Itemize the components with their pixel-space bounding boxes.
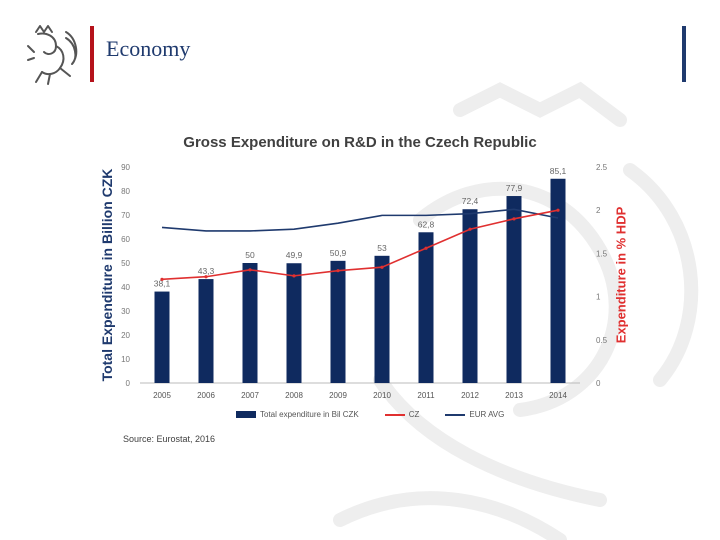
cz-point (380, 265, 384, 269)
y-axis-label-left: Total Expenditure in Billion CZK (99, 168, 115, 382)
x-tick-label: 2007 (241, 391, 259, 400)
bar-value-label: 77,9 (506, 183, 523, 193)
legend-swatch-total (236, 411, 256, 418)
chart-title: Gross Expenditure on R&D in the Czech Re… (183, 134, 537, 151)
x-tick-label: 2006 (197, 391, 215, 400)
legend-item-total: Total expenditure in Bil CZK (236, 410, 359, 419)
y-tick-label-left: 70 (121, 211, 130, 220)
y-tick-label-left: 40 (121, 283, 130, 292)
bar-value-label: 50,9 (330, 248, 347, 258)
bar-value-label: 50 (245, 250, 255, 260)
y-tick-label-right: 0 (596, 379, 601, 388)
x-tick-label: 2009 (329, 391, 347, 400)
bar-value-label: 49,9 (286, 250, 303, 260)
y-tick-label-left: 30 (121, 307, 130, 316)
bar-value-label: 43,3 (198, 266, 215, 276)
legend-item-cz: CZ (384, 410, 420, 419)
y-tick-label-left: 10 (121, 355, 130, 364)
bar-2013 (506, 196, 522, 383)
bar-value-label: 72,4 (462, 196, 479, 206)
cz-point (336, 269, 340, 273)
eur-avg-line (161, 208, 559, 232)
chart-legend: Total expenditure in Bil CZK CZ EUR AVG (236, 410, 530, 419)
legend-swatch-cz (384, 413, 405, 416)
y-tick-label-left: 0 (126, 379, 131, 388)
title-rule-left (90, 26, 94, 82)
y-tick-label-right: 2.5 (596, 163, 608, 172)
cz-point (512, 217, 516, 221)
y-tick-label-left: 20 (121, 331, 130, 340)
bar-2007 (242, 263, 258, 383)
y-tick-label-right: 1 (596, 293, 601, 302)
cz-point (248, 268, 252, 272)
cz-point (468, 227, 472, 231)
bar-2006 (198, 279, 214, 383)
bar-value-label: 62,8 (418, 219, 435, 229)
bar-2009 (330, 260, 346, 383)
cz-point (424, 246, 428, 250)
y-tick-label-left: 50 (121, 259, 130, 268)
cz-point (160, 277, 164, 281)
legend-label-total: Total expenditure in Bil CZK (260, 410, 359, 419)
x-tick-label: 2008 (285, 391, 303, 400)
y-axis-label-right: Expenditure in % HDP (613, 206, 629, 344)
y-tick-label-left: 80 (121, 187, 130, 196)
legend-label-eur: EUR AVG (469, 410, 505, 419)
slide-title: Economy (106, 36, 191, 61)
x-tick-label: 2014 (549, 391, 567, 400)
y-tick-label-right: 2 (596, 206, 601, 215)
y-tick-label-left: 60 (121, 235, 130, 244)
cz-point (204, 275, 208, 279)
x-tick-label: 2013 (505, 391, 523, 400)
x-tick-label: 2010 (373, 391, 391, 400)
x-tick-label: 2012 (461, 391, 479, 400)
cz-line (161, 209, 559, 281)
bar-2008 (286, 263, 302, 383)
title-rule-right (682, 26, 686, 82)
y-tick-label-left: 90 (121, 163, 130, 172)
bar-2012 (462, 209, 478, 383)
lion-watermark-graphic (333, 81, 699, 540)
x-tick-label: 2005 (153, 391, 171, 400)
coat-of-arms-lion-logo (27, 25, 78, 85)
bar-value-label: 38,1 (154, 279, 171, 289)
chart-source: Source: Eurostat, 2016 (123, 434, 216, 444)
bar-value-label: 53 (377, 243, 387, 253)
legend-label-cz: CZ (408, 410, 420, 419)
x-tick-label: 2011 (417, 391, 435, 400)
bar-2011 (418, 232, 434, 383)
bar-2014 (550, 178, 566, 383)
y-tick-label-right: 1.5 (596, 249, 608, 258)
bar-2010 (374, 255, 390, 383)
cz-point (556, 208, 560, 212)
legend-swatch-eur (445, 413, 466, 416)
bar-value-label: 85,1 (550, 166, 567, 176)
cz-point (292, 274, 296, 278)
bar-2005 (154, 291, 170, 383)
y-tick-label-right: 0.5 (596, 336, 608, 345)
legend-item-eur: EUR AVG (445, 410, 504, 419)
